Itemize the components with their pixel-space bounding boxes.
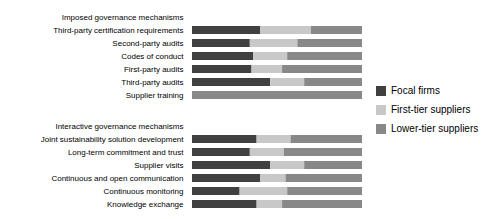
- svg-text:Joint sustainability solution: Joint sustainability solution developmen…: [41, 135, 185, 144]
- svg-text:Interactive governance mechani: Interactive governance mechanisms: [55, 122, 183, 131]
- svg-text:First-party audits: First-party audits: [124, 65, 184, 74]
- svg-text:Continuous monitoring: Continuous monitoring: [103, 187, 183, 196]
- svg-text:Continuous and open communicat: Continuous and open communication: [51, 174, 183, 183]
- svg-text:Long-term commitment and trust: Long-term commitment and trust: [68, 148, 184, 157]
- svg-text:Knowledge exchange: Knowledge exchange: [107, 200, 184, 209]
- html-text:Focal firms: Focal firms: [391, 85, 440, 96]
- svg-text:Codes of conduct: Codes of conduct: [121, 52, 184, 61]
- html-text:First-tier suppliers: First-tier suppliers: [391, 104, 471, 115]
- svg-text:Supplier visits: Supplier visits: [134, 161, 183, 170]
- svg-text:Supplier training: Supplier training: [126, 91, 184, 100]
- svg-text:Second-party audits: Second-party audits: [112, 39, 183, 48]
- svg-text:Third-party certification requ: Third-party certification requirements: [53, 26, 183, 35]
- svg-text:Third-party audits: Third-party audits: [121, 78, 183, 87]
- svg-text:Imposed governance mechanisms: Imposed governance mechanisms: [62, 13, 184, 22]
- html-text:Lower-tier suppliers: Lower-tier suppliers: [391, 123, 479, 134]
